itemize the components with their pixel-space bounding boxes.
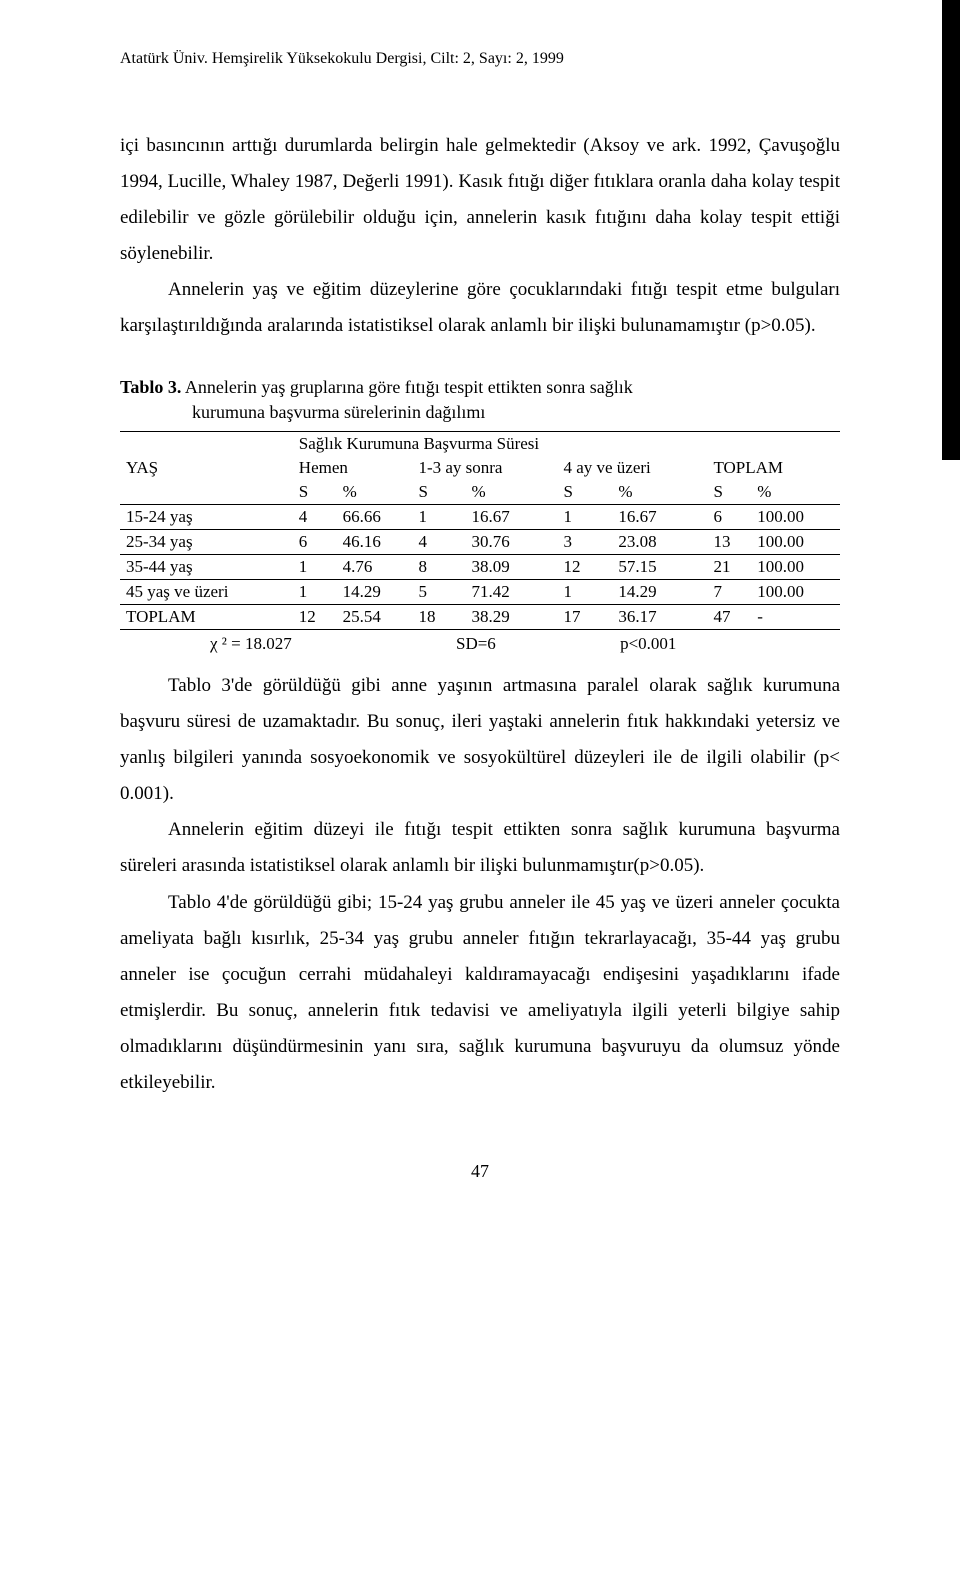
cell: 71.42 — [466, 579, 558, 604]
cell: 25.54 — [337, 604, 413, 629]
cell: 16.67 — [612, 504, 707, 529]
table-caption-line2: kurumuna başvurma sürelerinin dağılımı — [120, 400, 840, 425]
cell: 1 — [412, 504, 465, 529]
cell: 3 — [557, 529, 612, 554]
cell: 17 — [557, 604, 612, 629]
cell: 5 — [412, 579, 465, 604]
cell: 100.00 — [751, 579, 840, 604]
table-3: Sağlık Kurumuna Başvurma Süresi YAŞ Heme… — [120, 431, 840, 630]
subhead: % — [466, 480, 558, 505]
subhead: % — [612, 480, 707, 505]
cell: 47 — [707, 604, 751, 629]
cell: - — [751, 604, 840, 629]
subhead: S — [293, 480, 337, 505]
paragraph-2: Annelerin yaş ve eğitim düzeylerine göre… — [120, 272, 840, 344]
table-label: Tablo 3. — [120, 377, 181, 397]
col-hemen: Hemen — [293, 456, 413, 480]
cell: 6 — [707, 504, 751, 529]
table-row: 45 yaş ve üzeri 1 14.29 5 71.42 1 14.29 … — [120, 579, 840, 604]
cell: 4.76 — [337, 554, 413, 579]
subhead: % — [337, 480, 413, 505]
cell: 7 — [707, 579, 751, 604]
table-caption: Tablo 3. Annelerin yaş gruplarına göre f… — [120, 375, 840, 425]
body-block-2: Tablo 3'de görüldüğü gibi anne yaşının a… — [120, 668, 840, 1101]
subhead: S — [557, 480, 612, 505]
page: Atatürk Üniv. Hemşirelik Yüksekokulu Der… — [0, 0, 960, 1595]
subhead: % — [751, 480, 840, 505]
cell: 21 — [707, 554, 751, 579]
cell: 100.00 — [751, 529, 840, 554]
cell: 46.16 — [337, 529, 413, 554]
chi-square: χ ² = 18.027 — [210, 634, 292, 653]
cell: 57.15 — [612, 554, 707, 579]
cell: 13 — [707, 529, 751, 554]
row-label: 25-34 yaş — [120, 529, 293, 554]
row-label: 35-44 yaş — [120, 554, 293, 579]
table-row-total: TOPLAM 12 25.54 18 38.29 17 36.17 47 - — [120, 604, 840, 629]
cell: 12 — [557, 554, 612, 579]
cell: 14.29 — [612, 579, 707, 604]
row-label: 15-24 yaş — [120, 504, 293, 529]
cell: 1 — [557, 579, 612, 604]
cell: 4 — [293, 504, 337, 529]
row-label: 45 yaş ve üzeri — [120, 579, 293, 604]
paragraph-3: Tablo 3'de görüldüğü gibi anne yaşının a… — [120, 668, 840, 812]
row-label: TOPLAM — [120, 604, 293, 629]
cell: 100.00 — [751, 504, 840, 529]
col-1-3-ay: 1-3 ay sonra — [412, 456, 557, 480]
table-caption-line1: Annelerin yaş gruplarına göre fıtığı tes… — [185, 377, 633, 397]
table-stats-row: χ ² = 18.027 SD=6 p<0.001 — [120, 634, 840, 654]
cell: 1 — [293, 554, 337, 579]
cell: 30.76 — [466, 529, 558, 554]
cell: 12 — [293, 604, 337, 629]
scan-edge-artifact — [942, 0, 960, 460]
body-block-1: içi basıncının arttığı durumlarda belirg… — [120, 128, 840, 345]
paragraph-4: Annelerin eğitim düzeyi ile fıtığı tespi… — [120, 812, 840, 884]
subhead: S — [412, 480, 465, 505]
table-row: 25-34 yaş 6 46.16 4 30.76 3 23.08 13 100… — [120, 529, 840, 554]
cell: 100.00 — [751, 554, 840, 579]
col-yas: YAŞ — [120, 456, 293, 480]
cell: 14.29 — [337, 579, 413, 604]
page-number: 47 — [120, 1161, 840, 1182]
table-top-header: Sağlık Kurumuna Başvurma Süresi — [293, 431, 840, 456]
cell: 66.66 — [337, 504, 413, 529]
running-head: Atatürk Üniv. Hemşirelik Yüksekokulu Der… — [120, 50, 840, 68]
cell: 1 — [557, 504, 612, 529]
cell: 4 — [412, 529, 465, 554]
col-toplam: TOPLAM — [707, 456, 840, 480]
table-row: 35-44 yaş 1 4.76 8 38.09 12 57.15 21 100… — [120, 554, 840, 579]
p-value: p<0.001 — [620, 634, 676, 653]
cell: 36.17 — [612, 604, 707, 629]
cell: 16.67 — [466, 504, 558, 529]
cell: 23.08 — [612, 529, 707, 554]
cell: 6 — [293, 529, 337, 554]
table-row: 15-24 yaş 4 66.66 1 16.67 1 16.67 6 100.… — [120, 504, 840, 529]
cell: 8 — [412, 554, 465, 579]
paragraph-1: içi basıncının arttığı durumlarda belirg… — [120, 128, 840, 272]
col-4-ay: 4 ay ve üzeri — [557, 456, 707, 480]
cell: 38.09 — [466, 554, 558, 579]
cell: 38.29 — [466, 604, 558, 629]
subhead: S — [707, 480, 751, 505]
cell: 1 — [293, 579, 337, 604]
sd-value: SD=6 — [456, 634, 496, 653]
cell: 18 — [412, 604, 465, 629]
paragraph-5: Tablo 4'de görüldüğü gibi; 15-24 yaş gru… — [120, 885, 840, 1102]
